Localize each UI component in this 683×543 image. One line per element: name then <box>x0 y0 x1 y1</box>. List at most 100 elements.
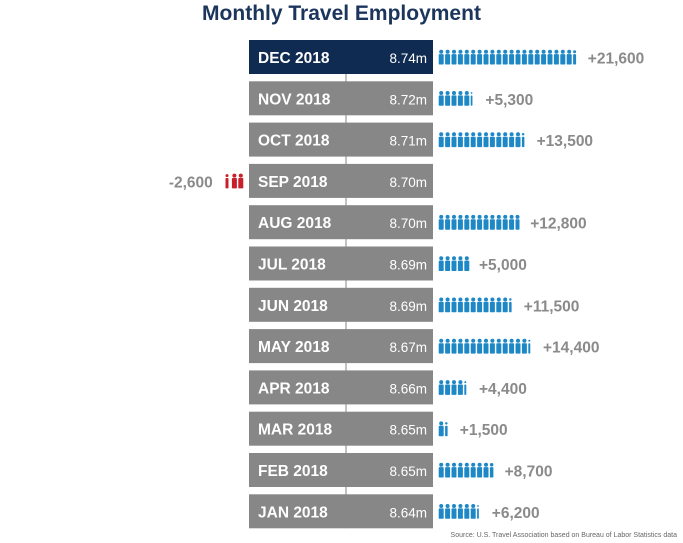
month-label: DEC 2018 <box>258 50 330 67</box>
person-body <box>502 343 508 354</box>
person-head <box>458 380 463 385</box>
person-head <box>452 256 456 261</box>
person-icon <box>445 504 451 519</box>
person-icon <box>470 297 476 313</box>
person-body <box>225 178 229 189</box>
person-head <box>439 91 444 95</box>
person-body <box>477 54 483 65</box>
employment-value: 8.67m <box>389 340 427 355</box>
person-icon <box>438 338 444 354</box>
person-icon <box>451 132 457 148</box>
month-box <box>249 40 433 74</box>
person-body <box>496 54 502 65</box>
person-head <box>522 49 527 54</box>
person-icon <box>483 132 489 148</box>
person-head <box>458 256 463 261</box>
person-icon <box>496 297 502 313</box>
person-head <box>464 504 469 508</box>
employment-value: 8.65m <box>389 423 427 438</box>
change-label: +8,700 <box>505 464 553 481</box>
person-body <box>509 54 515 65</box>
person-body <box>509 219 515 230</box>
person-head <box>471 214 476 219</box>
person-icon <box>515 49 521 65</box>
person-icon <box>438 462 444 478</box>
person-icon <box>477 338 483 354</box>
person-body <box>534 54 540 65</box>
person-icon <box>464 462 470 478</box>
person-body <box>477 219 483 230</box>
person-body <box>457 508 463 519</box>
person-head <box>521 133 525 136</box>
person-body <box>445 301 451 313</box>
employment-value: 8.70m <box>389 216 427 231</box>
person-icon <box>457 49 463 65</box>
person-body <box>457 301 463 313</box>
person-icon <box>509 49 515 65</box>
person-head <box>496 132 501 137</box>
change-label: -2,600 <box>169 174 213 191</box>
person-head <box>509 214 514 219</box>
person-body <box>238 178 244 189</box>
job-gain-icons <box>438 297 512 313</box>
person-head <box>458 91 463 95</box>
person-head <box>477 49 482 54</box>
person-icon <box>445 49 451 65</box>
month-row: SEP 2018 8.70m -2,600 <box>169 163 433 198</box>
person-icon <box>483 214 489 230</box>
person-head <box>445 422 448 425</box>
person-body <box>438 219 444 230</box>
person-body <box>483 343 489 354</box>
person-body <box>464 301 470 313</box>
person-head <box>535 49 540 54</box>
person-head <box>458 338 463 343</box>
person-body <box>464 384 467 395</box>
person-body <box>483 219 489 230</box>
person-icon <box>502 297 508 313</box>
person-body <box>457 467 463 478</box>
person-body <box>509 136 515 148</box>
person-head <box>509 132 514 137</box>
person-head <box>452 504 456 508</box>
person-body <box>515 136 521 148</box>
person-head <box>477 462 482 467</box>
person-icon <box>457 380 463 395</box>
person-body <box>451 54 457 65</box>
person-head <box>458 297 463 302</box>
person-body <box>509 343 515 354</box>
person-icon <box>477 132 483 148</box>
person-icon <box>464 256 470 271</box>
person-body <box>515 219 520 230</box>
person-head <box>445 49 450 54</box>
person-icon <box>464 504 470 519</box>
person-icon <box>547 49 553 65</box>
job-gain-icons <box>438 380 467 395</box>
job-gain-icons <box>438 338 531 354</box>
person-body <box>438 425 444 437</box>
job-gain-icons <box>438 49 577 65</box>
person-head <box>496 338 501 343</box>
person-head <box>490 132 495 137</box>
person-body <box>515 54 521 65</box>
person-body <box>451 95 457 106</box>
person-icon <box>477 214 483 230</box>
person-icon <box>445 380 451 395</box>
person-icon <box>489 49 495 65</box>
person-head <box>458 504 463 508</box>
person-body <box>477 467 483 478</box>
person-head <box>464 132 469 137</box>
month-label: JUL 2018 <box>258 257 326 274</box>
person-body <box>438 343 444 354</box>
month-label: JAN 2018 <box>258 504 328 521</box>
person-icon <box>451 462 457 478</box>
person-body <box>528 54 534 65</box>
person-head <box>503 49 508 54</box>
person-icon <box>438 256 444 271</box>
person-body <box>483 136 489 148</box>
person-icon <box>509 132 515 148</box>
person-body <box>496 136 502 148</box>
person-body <box>470 467 476 478</box>
person-icon <box>528 49 534 65</box>
person-icon <box>445 462 451 478</box>
person-body <box>541 54 547 65</box>
